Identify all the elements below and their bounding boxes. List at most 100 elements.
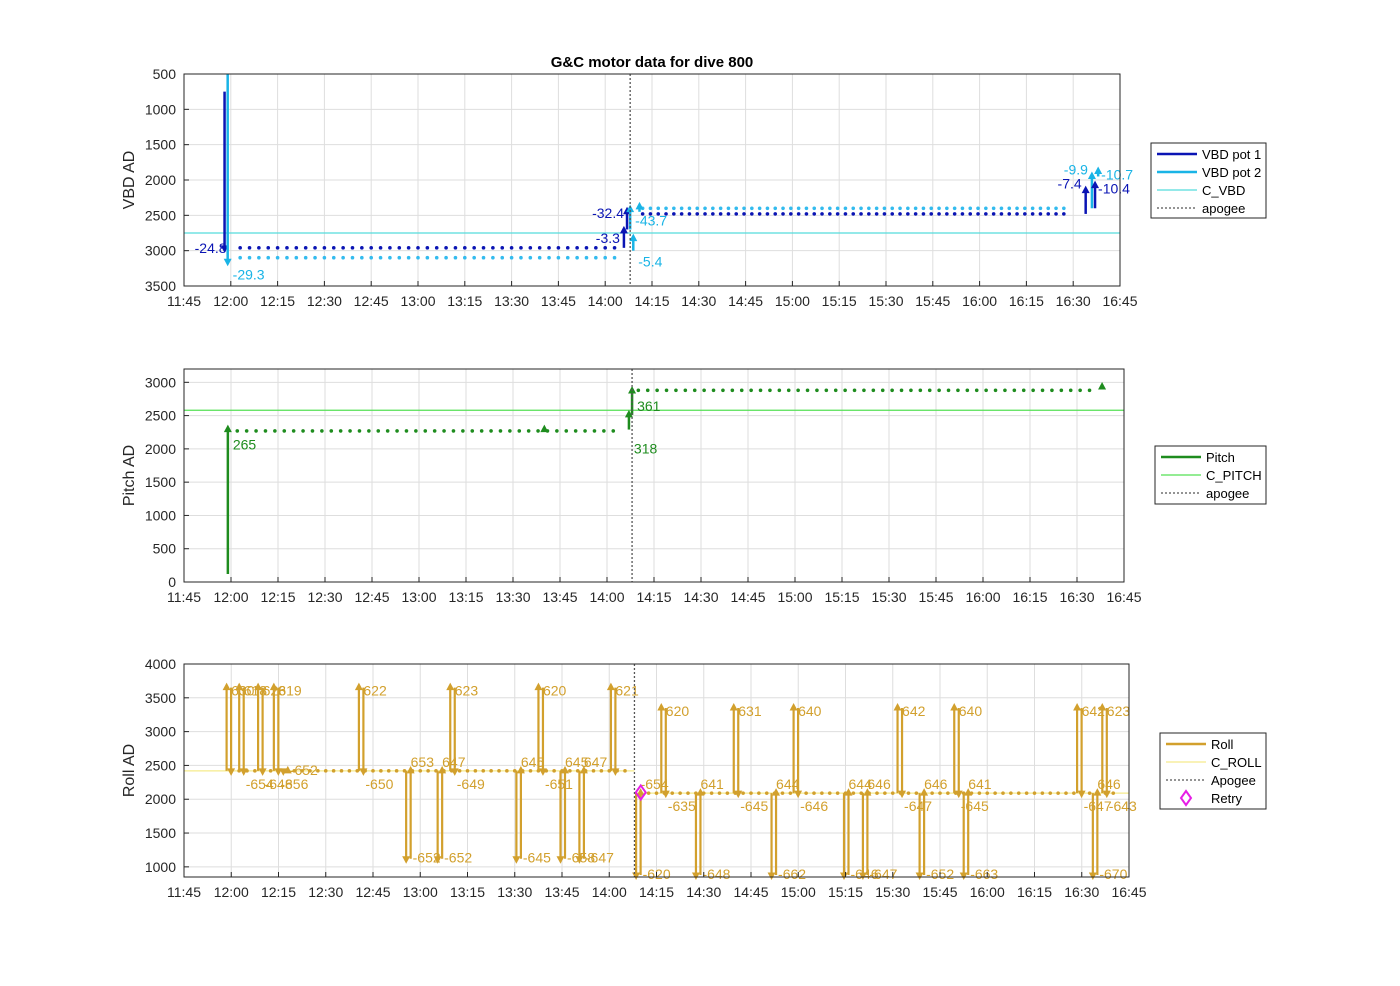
data-point [672,206,676,211]
roll-out-head [534,682,543,691]
roll-out-head [959,872,968,880]
data-point [592,429,597,433]
roll-return-label: -645 [740,798,768,814]
x-tick-label: 15:00 [777,589,812,605]
data-point [789,212,793,216]
data-point [1046,212,1051,216]
data-point [1038,206,1043,211]
data-point [519,246,523,250]
y-tick-label: 2000 [145,441,176,457]
data-point [453,246,458,250]
roll-back-head [538,768,547,776]
data-point [254,429,258,433]
x-tick-label: 15:00 [781,884,816,900]
event-arrowhead [635,201,644,210]
data-point [498,429,503,433]
event-label: -9.9 [1064,161,1088,177]
legend-swatch [1179,789,1193,807]
data-point [739,388,744,393]
y-tick-label: 0 [168,574,176,590]
roll-label: 653 [411,754,435,770]
roll-back-head [898,790,907,799]
data-point [465,769,470,773]
data-point [463,255,467,260]
data-point [266,255,271,260]
y-tick-label: 1500 [145,137,176,153]
data-point [519,255,523,260]
roll-label: 623 [1107,703,1131,719]
data-point [646,791,651,795]
x-tick-label: 13:15 [447,293,482,309]
data-point [796,206,801,211]
roll-back-head [359,768,368,776]
data-point [718,206,723,211]
data-point [1064,791,1068,795]
data-point [965,388,970,393]
roll-return-label: -635 [668,798,696,814]
x-tick-label: 12:00 [213,589,248,605]
data-point [678,791,682,795]
data-point [851,206,856,211]
data-point [687,206,692,211]
data-point [385,429,390,433]
legend-label: Roll [1211,737,1234,752]
data-point [655,388,659,393]
data-point [275,255,280,260]
roll-back-head [450,768,459,776]
data-point [757,212,762,216]
event-arrowhead [1081,185,1090,194]
roll-out-head [1073,702,1082,711]
x-tick-label: 14:15 [634,293,669,309]
data-point [974,388,979,393]
y-tick-label: 3000 [145,374,176,390]
roll-out-head [556,856,565,864]
roll-label: 646 [924,776,948,792]
data-point [984,212,988,216]
x-tick-label: 14:45 [733,884,768,900]
roll-out-head [402,856,411,864]
roll-return-label: -654 [246,776,274,792]
data-point [781,206,785,211]
data-point [432,429,437,433]
data-point [371,769,375,773]
event-arrowhead [540,424,549,433]
x-tick-label: 13:15 [448,589,483,605]
data-point [292,769,297,773]
data-point [906,212,910,216]
data-point [918,388,923,393]
legend-label: C_VBD [1202,183,1245,198]
event-arrowhead [1098,381,1107,390]
data-point [303,255,308,260]
data-point [742,206,746,211]
roll-return-label: -656 [280,776,308,792]
data-point [434,246,439,250]
data-point [388,246,392,250]
data-point [266,246,271,250]
x-tick-label: 15:00 [775,293,810,309]
data-point [528,769,533,773]
data-point [1040,388,1045,393]
y-tick-label: 2500 [145,207,176,223]
x-tick-label: 14:15 [636,589,671,605]
roll-out-head [235,682,244,691]
roll-label: 623 [455,683,479,699]
roll-back-head [954,790,963,799]
roll-return-label: -647 [904,798,932,814]
data-point [556,255,561,260]
data-point [611,429,616,433]
data-point [640,212,645,216]
y-tick-label: 3000 [145,724,176,740]
roll-out-head [512,856,521,864]
data-point [313,246,317,250]
roll-label: 618 [244,683,268,699]
roll-out-head [1098,702,1107,711]
roll-label: 641 [700,776,724,792]
roll-out-head [789,702,798,711]
data-point [993,388,998,393]
retry-marker [634,783,647,802]
data-point [773,206,778,211]
data-point [930,791,934,795]
x-tick-label: 11:45 [167,589,201,605]
data-point [1007,206,1012,211]
roll-return-label: -652 [444,850,472,866]
